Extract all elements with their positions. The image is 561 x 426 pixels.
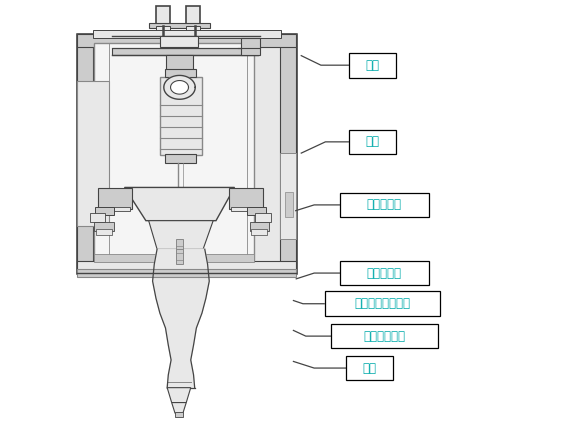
FancyBboxPatch shape xyxy=(340,193,429,217)
Bar xyxy=(100,207,130,211)
Bar xyxy=(165,69,196,77)
Polygon shape xyxy=(171,81,188,94)
Polygon shape xyxy=(172,403,186,413)
Bar xyxy=(285,192,293,217)
Bar xyxy=(186,6,200,26)
Bar xyxy=(77,34,93,273)
Bar xyxy=(94,43,254,260)
Bar xyxy=(255,213,271,222)
Polygon shape xyxy=(149,221,213,249)
Bar xyxy=(96,229,112,235)
Bar xyxy=(250,222,269,231)
Bar xyxy=(77,81,109,226)
Bar xyxy=(241,38,260,55)
Polygon shape xyxy=(153,249,209,388)
Text: 内筒: 内筒 xyxy=(365,135,379,148)
Bar xyxy=(166,55,193,70)
Bar xyxy=(94,222,114,231)
Bar xyxy=(77,34,296,47)
Text: 外筒: 外筒 xyxy=(365,59,379,72)
FancyBboxPatch shape xyxy=(325,291,440,316)
Bar xyxy=(280,34,296,273)
Bar xyxy=(98,188,132,209)
Text: 超声波传动子: 超声波传动子 xyxy=(364,330,405,343)
Bar xyxy=(175,412,183,417)
Bar xyxy=(93,30,280,38)
FancyBboxPatch shape xyxy=(349,130,396,154)
Polygon shape xyxy=(164,75,195,99)
Bar xyxy=(90,213,105,222)
Bar xyxy=(112,48,258,55)
Bar xyxy=(229,188,263,209)
Bar xyxy=(95,207,114,215)
FancyBboxPatch shape xyxy=(340,261,429,285)
Bar xyxy=(231,207,261,211)
Bar xyxy=(77,261,296,273)
FancyBboxPatch shape xyxy=(331,324,438,348)
Polygon shape xyxy=(167,388,191,403)
Bar xyxy=(160,77,202,155)
Bar xyxy=(77,34,296,273)
Bar xyxy=(156,26,170,31)
Bar xyxy=(160,36,198,47)
Bar xyxy=(176,239,183,264)
Bar xyxy=(149,23,210,28)
FancyBboxPatch shape xyxy=(346,356,393,380)
Polygon shape xyxy=(125,187,234,221)
Bar xyxy=(247,207,266,215)
Text: 振子法兰组: 振子法兰组 xyxy=(367,267,402,279)
Bar xyxy=(77,269,296,277)
Bar xyxy=(186,26,200,31)
Bar xyxy=(174,70,185,75)
FancyBboxPatch shape xyxy=(349,53,396,78)
Text: 超声波振子: 超声波振子 xyxy=(367,199,402,211)
Text: 焚头水平调整螺丝: 焚头水平调整螺丝 xyxy=(355,297,410,310)
Bar xyxy=(165,154,196,163)
Text: 焚头: 焚头 xyxy=(362,362,376,374)
Bar xyxy=(156,6,170,26)
Bar xyxy=(251,229,267,235)
Bar xyxy=(280,153,296,239)
Bar xyxy=(94,254,254,262)
